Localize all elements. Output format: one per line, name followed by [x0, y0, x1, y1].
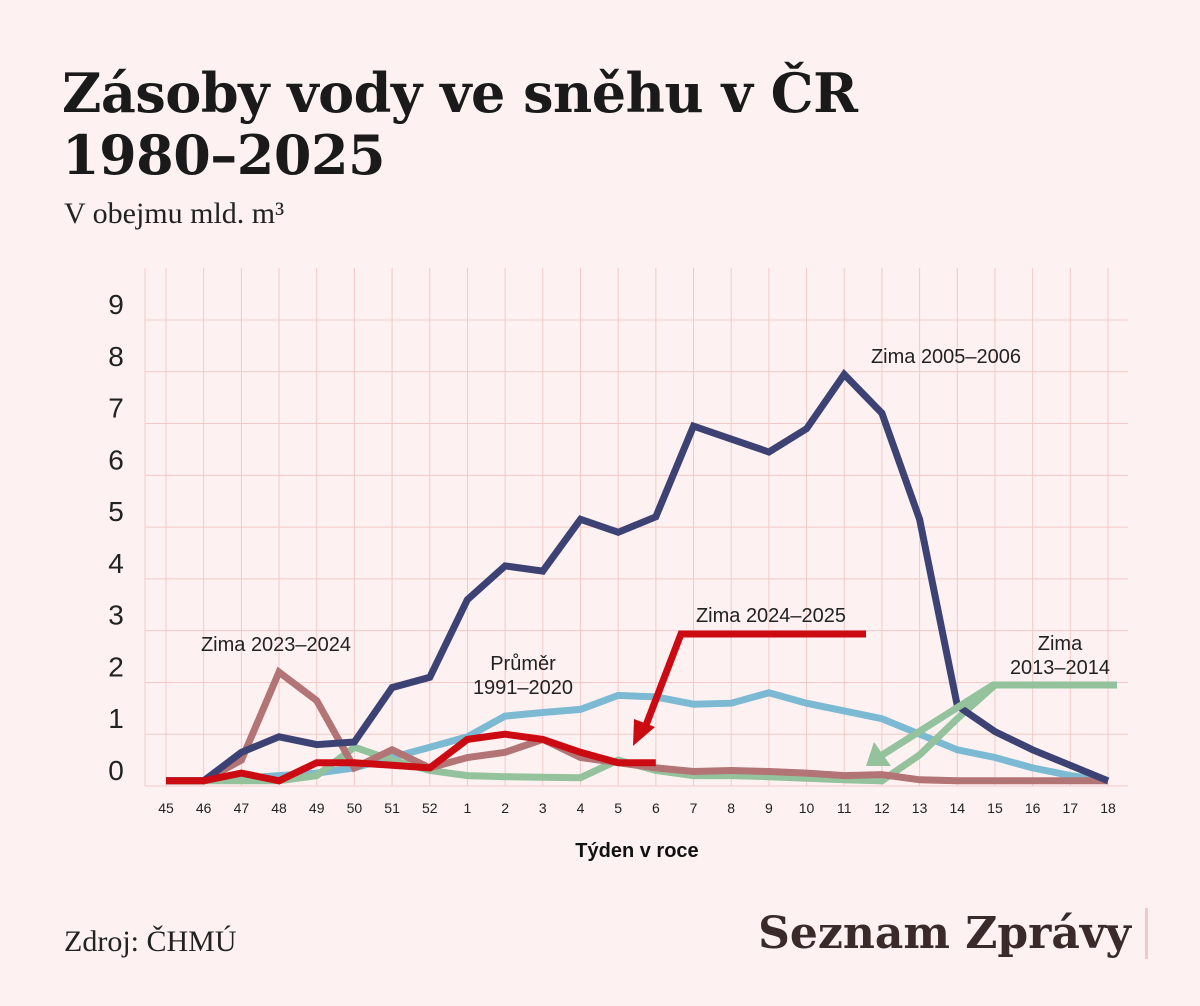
x-tick-label: 4 — [577, 800, 585, 816]
annotation-prumer: Průměr 1991–2020 — [473, 653, 573, 699]
x-tick-label: 17 — [1063, 800, 1079, 816]
x-tick-label: 15 — [987, 800, 1003, 816]
x-tick-label: 14 — [949, 800, 965, 816]
y-tick-label: 6 — [108, 444, 124, 475]
x-tick-label: 16 — [1025, 800, 1041, 816]
arrowhead-icon — [866, 742, 891, 766]
series-line — [166, 730, 656, 785]
x-tick-label: 7 — [690, 800, 698, 816]
brand-logo: Seznam Zprávy — [758, 908, 1148, 959]
x-axis-ticks: 45 46 47 48 49 50 51 52 1 2 3 4 5 6 7 8 9 10 11 12 13 14 15 16 1… — [158, 800, 1116, 816]
x-tick-label: 1 — [464, 800, 472, 816]
annotations: Zima 2005–2006 Zima 2023–2024 Průměr 1991–2… — [201, 346, 1117, 766]
y-tick-label: 1 — [108, 703, 124, 734]
y-axis-ticks: 0 1 2 3 4 5 6 7 8 9 — [108, 289, 124, 786]
x-tick-label: 11 — [837, 800, 852, 816]
x-tick-label: 2 — [501, 800, 509, 816]
x-tick-label: 5 — [614, 800, 622, 816]
y-tick-label: 7 — [108, 393, 124, 424]
x-tick-label: 50 — [347, 800, 363, 816]
x-tick-label: 3 — [539, 800, 547, 816]
x-tick-label: 51 — [384, 800, 400, 816]
y-tick-label: 2 — [108, 651, 124, 682]
annotation-zima-2024-2025: Zima 2024–2025 — [696, 605, 846, 627]
chart-title: Zásoby vody ve sněhu v ČR 1980–2025 — [62, 61, 858, 187]
arrow-zima-2013-2014 — [877, 681, 1117, 760]
x-tick-label: 52 — [422, 800, 438, 816]
x-tick-label: 46 — [196, 800, 212, 816]
series-lines — [166, 368, 1110, 785]
y-tick-label: 0 — [108, 755, 124, 786]
arrowhead-icon — [633, 719, 655, 746]
x-tick-label: 6 — [652, 800, 660, 816]
x-tick-label: 8 — [727, 800, 735, 816]
x-tick-label: 49 — [309, 800, 325, 816]
x-tick-label: 45 — [158, 800, 174, 816]
x-tick-label: 47 — [234, 800, 250, 816]
y-tick-label: 9 — [108, 289, 124, 320]
y-tick-label: 5 — [108, 496, 124, 527]
y-tick-label: 4 — [108, 548, 124, 579]
x-tick-label: 10 — [799, 800, 815, 816]
annotation-zima-2005-2006: Zima 2005–2006 — [871, 346, 1021, 368]
y-tick-label: 8 — [108, 341, 124, 372]
x-tick-label: 13 — [912, 800, 928, 816]
annotation-zima-2013-2014: Zima 2013–2014 — [1010, 633, 1110, 679]
annotation-zima-2023-2024: Zima 2023–2024 — [201, 634, 351, 656]
x-tick-label: 12 — [874, 800, 890, 816]
source-note: Zdroj: ČHMÚ — [64, 925, 237, 958]
x-tick-label: 48 — [271, 800, 287, 816]
x-tick-label: 18 — [1100, 800, 1116, 816]
chart-subtitle: V obejmu mld. m³ — [64, 197, 285, 230]
y-tick-label: 3 — [108, 600, 124, 631]
x-tick-label: 9 — [765, 800, 773, 816]
x-axis-label: Týden v roce — [575, 840, 698, 862]
series-line — [166, 368, 1110, 785]
arrow-zima-2024-2025 — [639, 630, 866, 735]
